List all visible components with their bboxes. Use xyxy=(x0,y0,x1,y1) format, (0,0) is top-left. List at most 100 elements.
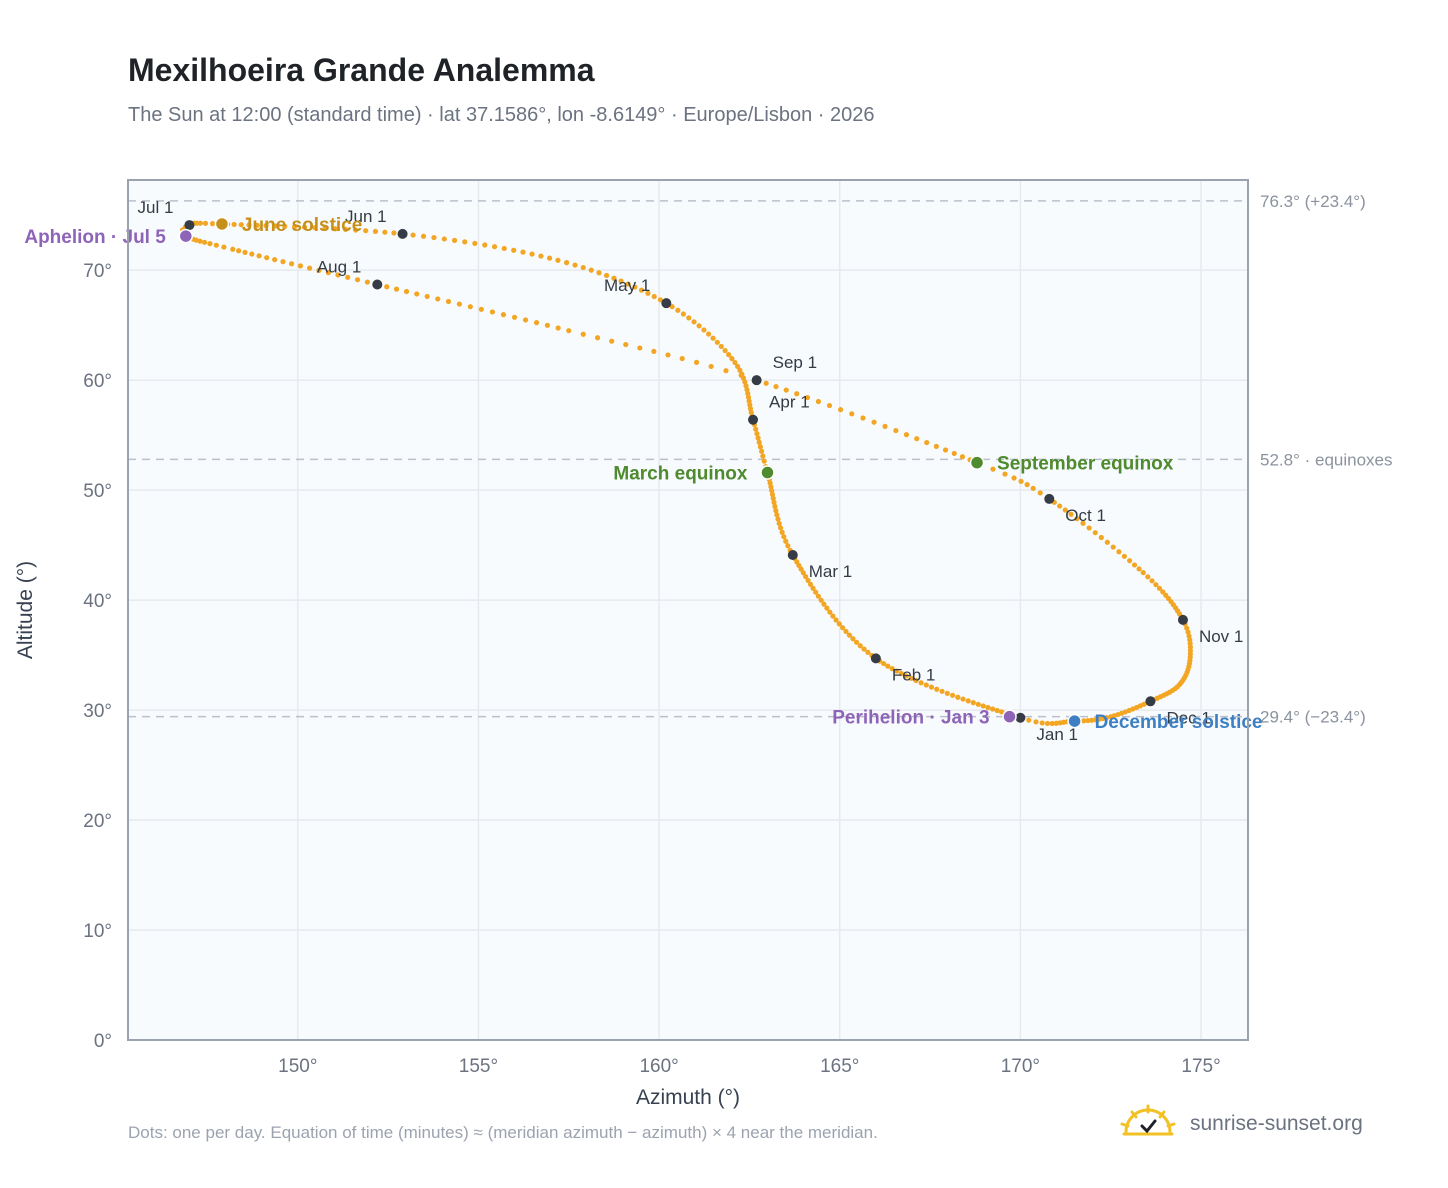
y-axis-label: Altitude (°) xyxy=(14,561,37,659)
daily-sun-dot xyxy=(322,225,328,231)
daily-sun-dot xyxy=(980,703,986,709)
daily-sun-dot xyxy=(779,529,785,535)
daily-sun-dot xyxy=(903,432,910,438)
daily-sun-dot xyxy=(893,427,899,434)
month-marker xyxy=(751,375,762,386)
daily-sun-dot xyxy=(836,621,842,627)
daily-sun-dot xyxy=(645,290,651,296)
daily-sun-dot xyxy=(785,543,791,549)
event-marker xyxy=(214,216,230,232)
daily-sun-dot xyxy=(830,613,836,619)
brand-name: sunrise-sunset.org xyxy=(1190,1112,1363,1135)
daily-sun-dot xyxy=(758,448,765,454)
daily-sun-dot xyxy=(363,228,369,234)
daily-sun-dot xyxy=(783,538,789,544)
daily-sun-dot xyxy=(482,242,488,248)
daily-sun-dot xyxy=(860,415,866,421)
y-tick-label: 70° xyxy=(83,261,112,282)
daily-sun-dot xyxy=(665,352,671,358)
daily-sun-dot xyxy=(594,335,601,341)
daily-sun-dot xyxy=(445,298,452,305)
daily-sun-dot xyxy=(949,692,956,698)
daily-sun-dot xyxy=(238,222,244,228)
daily-sun-dot xyxy=(861,646,867,652)
daily-sun-dot xyxy=(297,263,304,269)
daily-sun-dot xyxy=(618,278,624,284)
daily-sun-dot xyxy=(889,666,895,672)
daily-sun-dot xyxy=(478,306,484,312)
y-tick-label: 60° xyxy=(83,371,112,392)
daily-sun-dot xyxy=(718,343,724,350)
daily-sun-dot xyxy=(414,291,420,297)
daily-sun-dot xyxy=(810,585,816,591)
month-label: Mar 1 xyxy=(809,562,852,581)
daily-sun-dot xyxy=(998,709,1005,715)
daily-sun-dot xyxy=(511,314,518,320)
month-marker xyxy=(1177,614,1188,625)
daily-sun-dot xyxy=(264,255,270,261)
daily-sun-dot xyxy=(555,325,561,331)
daily-sun-dot xyxy=(1153,582,1159,588)
daily-sun-dot xyxy=(353,227,359,233)
month-label: Aug 1 xyxy=(317,257,361,276)
reference-line-label: 76.3° (+23.4°) xyxy=(1260,192,1366,211)
daily-sun-dot xyxy=(753,426,759,432)
month-marker xyxy=(870,653,881,664)
daily-sun-dot xyxy=(772,503,778,510)
brand-logo[interactable]: sunrise-sunset.org xyxy=(1120,1104,1390,1144)
daily-sun-dot xyxy=(939,688,945,694)
daily-sun-dot xyxy=(1121,553,1127,559)
daily-sun-dot xyxy=(420,233,427,239)
reference-line-label: 29.4° (−23.4°) xyxy=(1260,708,1366,727)
month-marker xyxy=(661,298,672,309)
daily-sun-dot xyxy=(853,639,860,645)
daily-sun-dot xyxy=(871,419,877,425)
daily-sun-dot xyxy=(908,675,914,681)
event-label: December solstice xyxy=(1095,712,1263,733)
daily-sun-dot xyxy=(755,435,761,441)
daily-sun-dot xyxy=(773,383,779,390)
daily-sun-dot xyxy=(933,443,939,449)
daily-sun-dot xyxy=(773,508,779,514)
y-tick-label: 40° xyxy=(83,591,112,612)
daily-sun-dot xyxy=(1039,720,1045,726)
daily-sun-dot xyxy=(354,277,361,283)
daily-sun-dot xyxy=(1127,558,1133,564)
daily-sun-dot xyxy=(1074,516,1080,522)
daily-sun-dot xyxy=(467,304,473,310)
daily-sun-dot xyxy=(1098,534,1104,541)
daily-sun-dot xyxy=(410,232,416,238)
axis-ticks: 150° 155° 160° 165° 170° 175° 0° 10° 20° 30° 40° 50… xyxy=(83,261,1220,1077)
daily-sun-dot xyxy=(1156,585,1163,591)
daily-sun-dot xyxy=(1160,589,1166,595)
month-marker xyxy=(1044,493,1055,504)
daily-sun-dot xyxy=(771,499,777,505)
daily-sun-dot xyxy=(325,270,331,276)
daily-sun-dot xyxy=(1053,720,1059,726)
daily-sun-dot xyxy=(705,331,712,337)
daily-sun-dot xyxy=(580,264,586,271)
daily-sun-dot xyxy=(815,398,822,405)
daily-sun-dot xyxy=(1018,478,1024,484)
daily-sun-dot xyxy=(1116,549,1122,555)
reference-lines: 76.3° (+23.4°) 52.8° · equinoxes 29.4° (−2… xyxy=(128,192,1393,727)
daily-sun-dot xyxy=(1044,720,1051,727)
daily-sun-dot xyxy=(555,257,561,263)
month-marker xyxy=(1015,712,1026,723)
daily-sun-dot xyxy=(201,239,208,245)
daily-sun-dot xyxy=(611,275,617,281)
daily-sun-dot xyxy=(603,272,610,279)
daily-sun-dot xyxy=(994,707,1000,714)
daily-sun-dot xyxy=(1136,566,1142,572)
daily-sun-dot xyxy=(777,525,784,531)
daily-sun-dot xyxy=(1057,503,1063,509)
daily-sun-dot xyxy=(1086,525,1092,531)
daily-sun-dot xyxy=(934,686,940,692)
daily-sun-dot xyxy=(441,236,447,242)
daily-sun-dot xyxy=(913,677,919,684)
daily-sun-dot xyxy=(696,323,702,329)
daily-sun-dot xyxy=(849,411,855,417)
y-tick-label: 50° xyxy=(83,481,112,502)
daily-sun-dot xyxy=(197,238,203,244)
daily-sun-dot xyxy=(489,309,496,315)
